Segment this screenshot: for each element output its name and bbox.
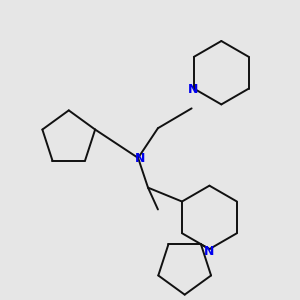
Text: N: N [135,152,145,165]
Text: N: N [188,83,198,96]
Text: N: N [204,244,214,258]
